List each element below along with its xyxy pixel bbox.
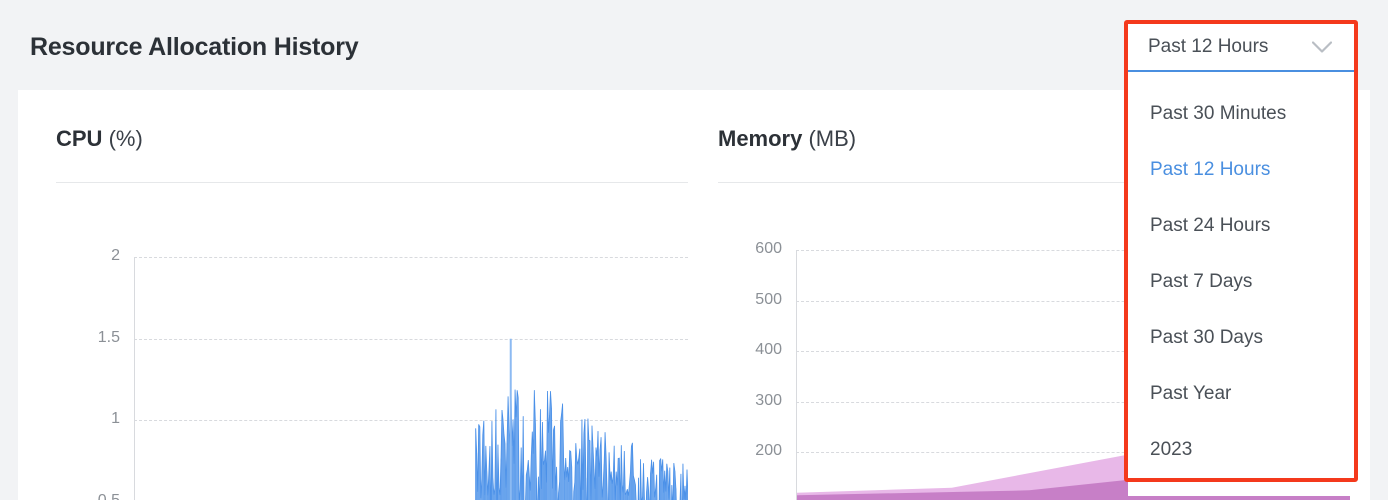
time-range-dropdown[interactable]: Past 12 Hours Past 30 Minutes Past 12 Hou…: [1128, 24, 1354, 496]
gridline: [134, 338, 688, 340]
gridline: [134, 420, 688, 422]
y-axis-line: [796, 250, 797, 500]
gridline: [134, 257, 688, 259]
panel-memory-title: Memory (MB): [718, 126, 856, 152]
gridline: [796, 452, 1350, 454]
chart-cpu: 2 1.5 1 0.5: [56, 200, 688, 500]
gridline: [796, 351, 1350, 353]
panel-cpu: CPU (%) 2 1.5 1 0.5: [56, 90, 708, 500]
y-axis-tick-label: 0.5: [56, 492, 120, 500]
panel-cpu-divider: [56, 182, 688, 183]
time-range-dropdown-trigger[interactable]: Past 12 Hours: [1128, 24, 1354, 72]
time-range-option-2[interactable]: Past 24 Hours: [1150, 215, 1271, 236]
panel-memory-divider: [718, 182, 1350, 183]
time-range-option-4[interactable]: Past 30 Days: [1150, 327, 1263, 348]
time-range-option-0[interactable]: Past 30 Minutes: [1150, 103, 1287, 124]
panel-cpu-title: CPU (%): [56, 126, 143, 152]
y-axis-tick-label: 600: [755, 240, 782, 258]
cpu-area-series: [475, 338, 688, 500]
y-axis-tick-label: 300: [755, 391, 782, 409]
time-range-option-1[interactable]: Past 12 Hours: [1150, 159, 1271, 180]
y-axis-tick-label: 2: [111, 247, 120, 265]
time-range-option-3[interactable]: Past 7 Days: [1150, 271, 1253, 292]
y-axis-tick-label: 1: [111, 410, 120, 428]
panel-cpu-title-unit: (%): [108, 126, 143, 151]
panel-cpu-title-main: CPU: [56, 126, 103, 151]
y-axis-line: [134, 257, 135, 500]
panel-memory-title-main: Memory: [718, 126, 803, 151]
panel-memory-title-unit: (MB): [808, 126, 857, 151]
page-title: Resource Allocation History: [30, 33, 359, 61]
chevron-down-icon: [1312, 41, 1332, 53]
time-range-dropdown-menu: Past 30 Minutes Past 12 Hours Past 24 Hour…: [1128, 72, 1354, 496]
time-range-option-6[interactable]: 2023: [1150, 439, 1193, 460]
y-axis-tick-label: 500: [755, 290, 782, 308]
gridline: [796, 401, 1350, 403]
time-range-selected-value: Past 12 Hours: [1148, 36, 1269, 57]
gridline: [796, 250, 1350, 252]
time-range-option-5[interactable]: Past Year: [1150, 383, 1232, 404]
gridline: [796, 300, 1350, 302]
y-axis-tick-label: 1.5: [97, 328, 120, 346]
y-axis-tick-label: 200: [755, 442, 782, 460]
y-axis-tick-label: 400: [755, 341, 782, 359]
